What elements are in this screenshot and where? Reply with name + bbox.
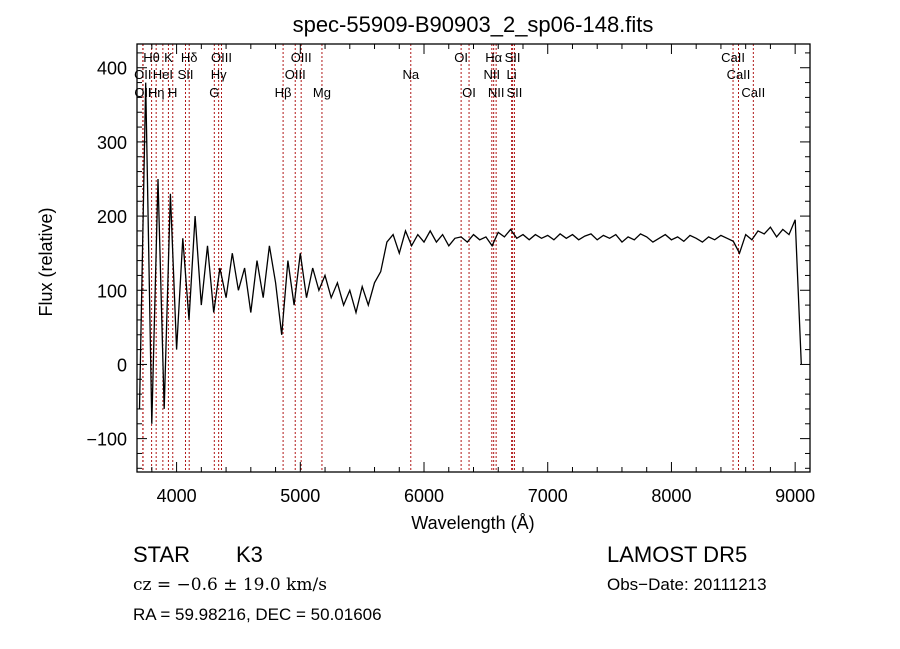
spectral-line-label: H [168,85,177,100]
x-axis-label: Wavelength (Å) [411,513,534,533]
spectral-line-label: SII [506,85,522,100]
spectral-line-label: OII [134,67,151,82]
spectral-line-label: Hα [485,50,502,65]
spectral-line-label: CaII [727,67,751,82]
spectral-line-label: Mg [313,85,331,100]
spectral-line-label: Li [507,67,517,82]
object-subclass: K3 [236,542,263,567]
spectral-line-label: Hη [148,85,165,100]
survey-name: LAMOST DR5 [607,542,747,567]
spectral-line-label: OII [134,85,151,100]
spectrum-series-line [138,82,802,424]
spectral-line-label: K [164,50,173,65]
y-tick-label: 300 [97,133,127,153]
spectral-line-label: OIII [291,50,312,65]
observation-date: Obs−Date: 20111213 [607,575,767,594]
spectral-line-label: OIII [285,67,306,82]
plot-frame [136,43,811,473]
object-class: STAR [133,542,190,567]
spectral-line-label: NII [483,67,500,82]
axis-ticks: 4000 5000 6000 7000 8000 9000 −100 0 100 200 300 40… [86,44,815,506]
x-tick-label: 7000 [528,486,568,506]
x-tick-label: 8000 [651,486,691,506]
spectral-line-label: OI [454,50,468,65]
spectral-line-label: Na [402,67,419,82]
coordinates: RA = 59.98216, DEC = 50.01606 [133,605,382,624]
y-tick-label: 100 [97,281,127,301]
spectral-line-label: G [209,85,219,100]
spectral-line-label: Hγ [211,67,227,82]
spectral-line-label: CaII [721,50,745,65]
spectral-line-label: SII [178,67,194,82]
x-tick-label: 9000 [775,486,815,506]
y-tick-label: 400 [97,59,127,79]
spectral-line-label: HeI [153,67,173,82]
spectral-line-label: OIII [211,50,232,65]
y-tick-label: 200 [97,207,127,227]
spectral-line-label: Hθ [143,50,160,65]
redshift-cz: cz = −0.6 ± 19.0 km/s [133,575,327,595]
spectral-line-markers [142,44,754,472]
chart-title: spec-55909-B90903_2_sp06-148.fits [293,12,654,37]
x-tick-label: 5000 [280,486,320,506]
spectral-line-label: Hβ [275,85,292,100]
spectral-line-label: OI [462,85,476,100]
y-tick-label: 0 [117,355,127,375]
spectral-line-label: SII [505,50,521,65]
x-tick-label: 4000 [157,486,197,506]
y-tick-label: −100 [86,430,127,450]
x-tick-label: 6000 [404,486,444,506]
y-axis-label: Flux (relative) [36,207,56,316]
spectral-line-label: NII [488,85,505,100]
spectral-line-label: Hδ [181,50,198,65]
spectral-line-label: CaII [741,85,765,100]
